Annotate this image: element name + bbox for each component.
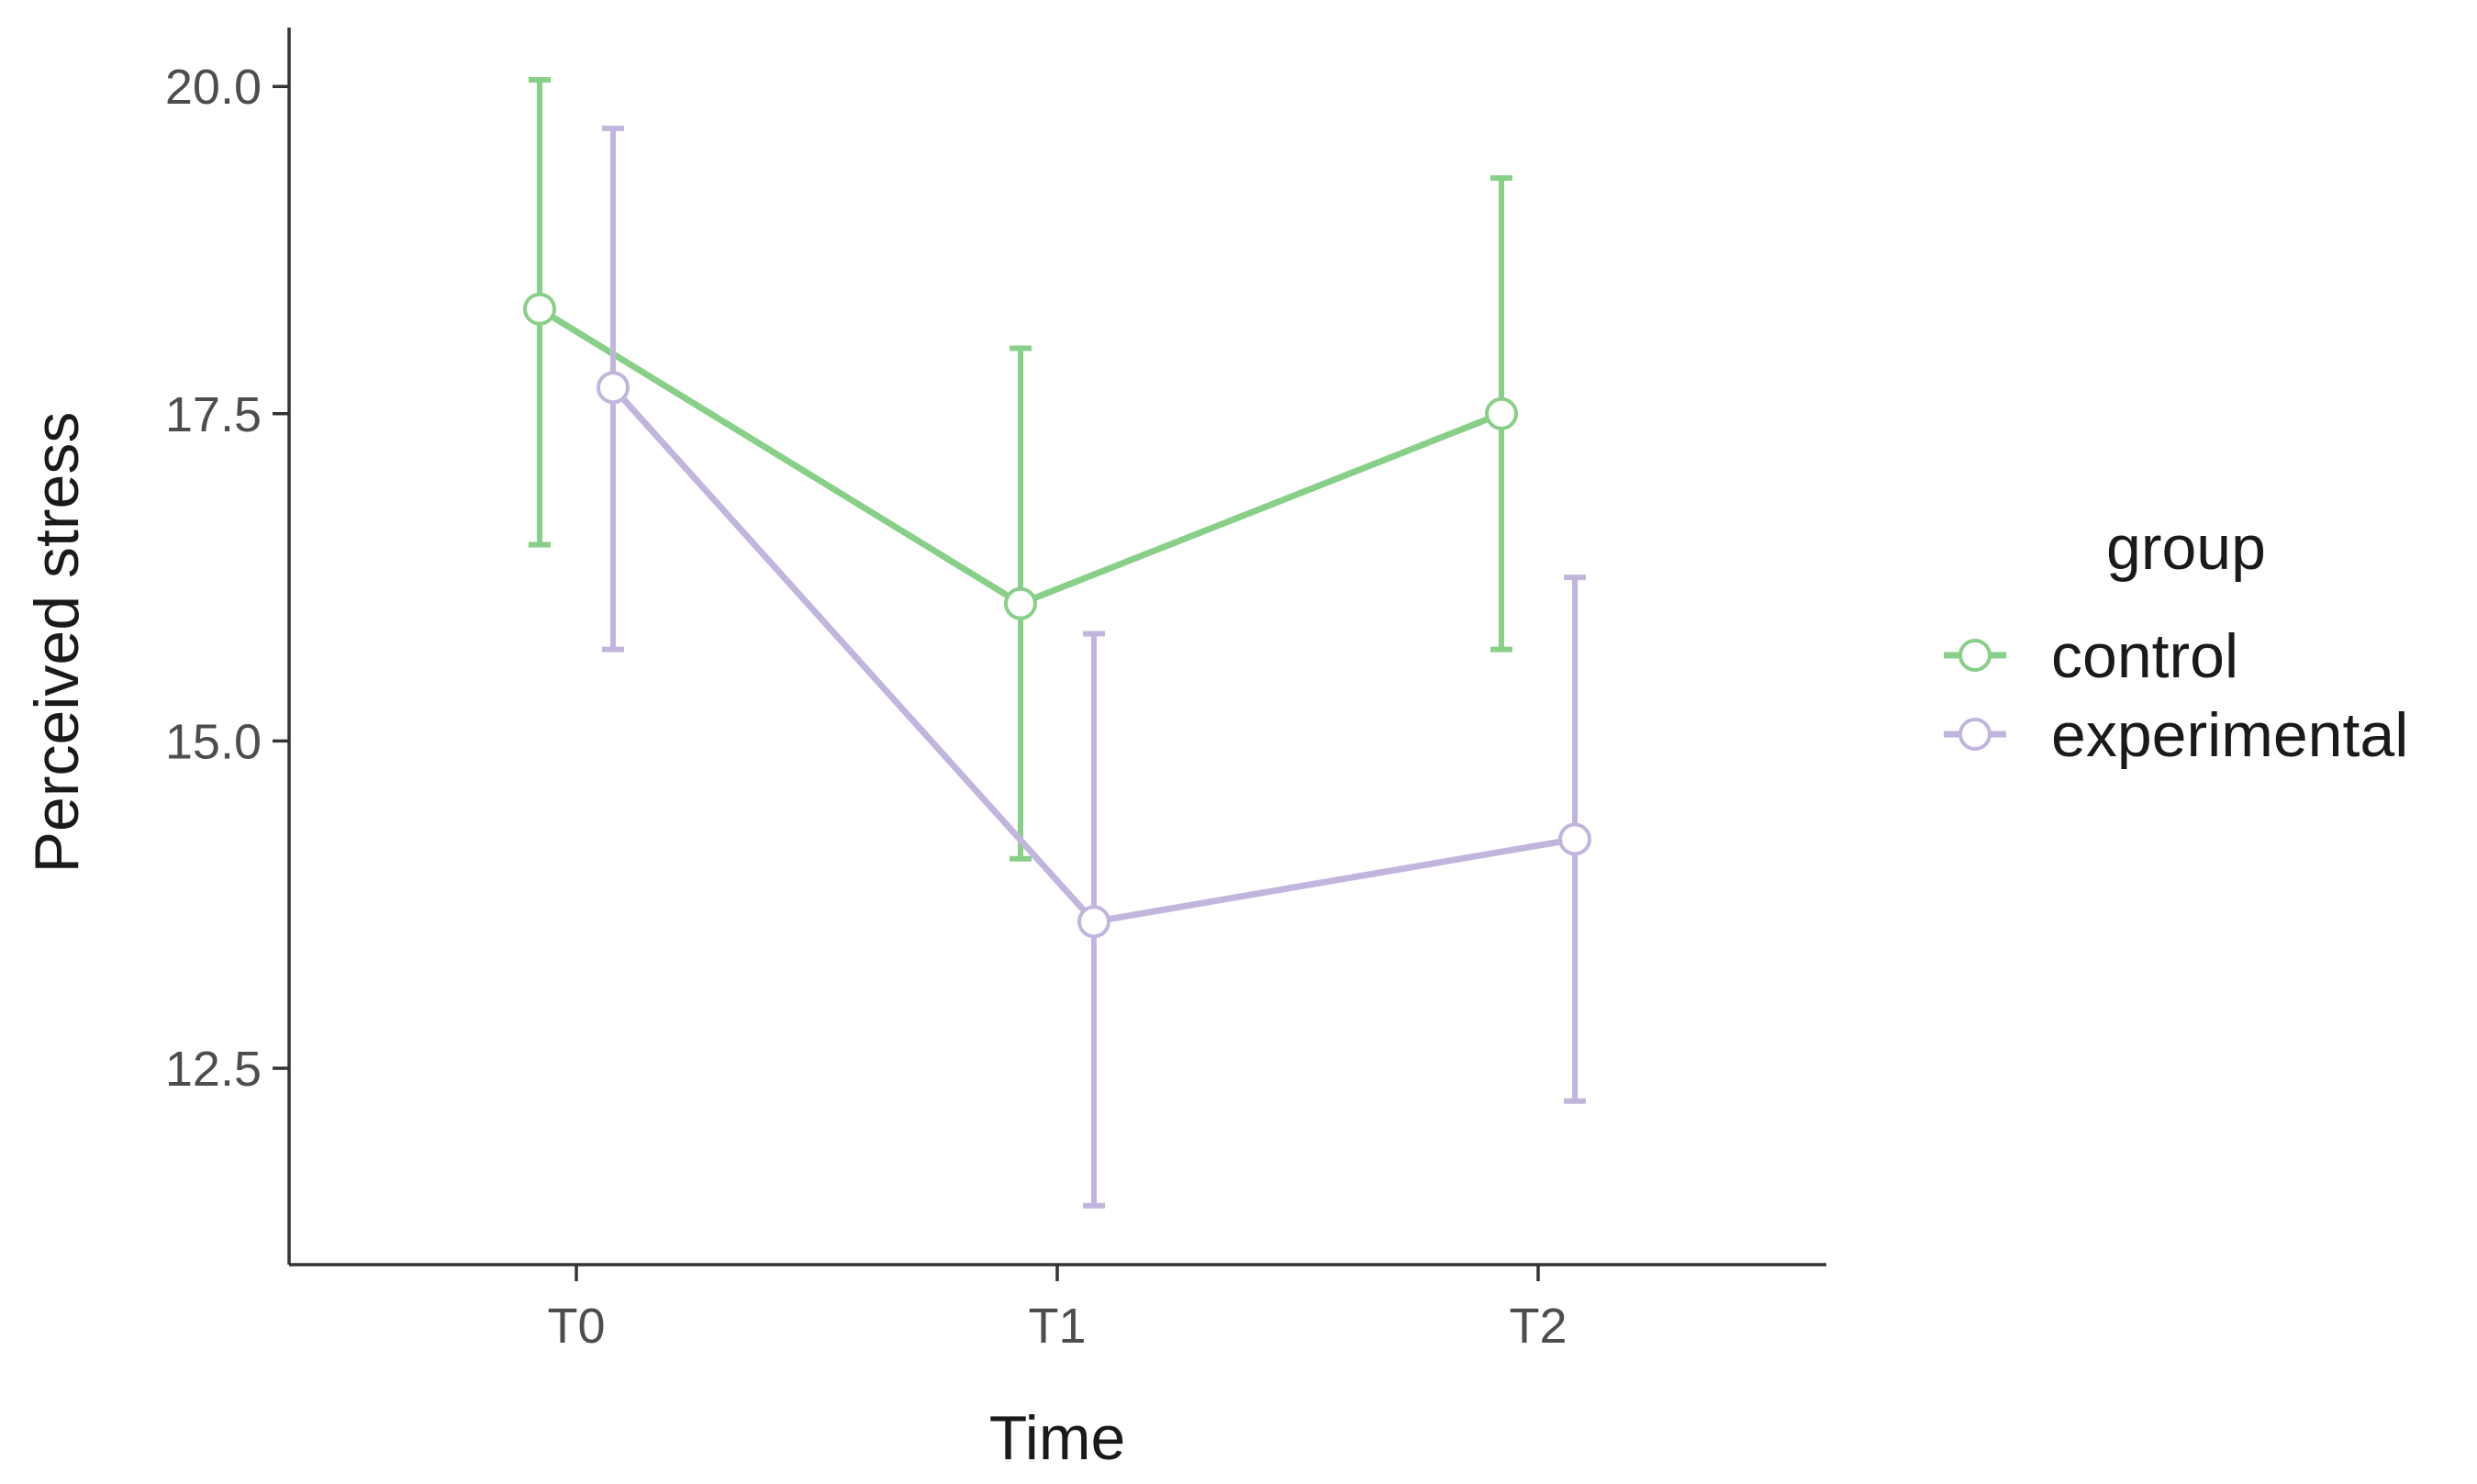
y-tick-label: 17.5 (165, 387, 262, 442)
legend-key-point (1958, 639, 1992, 672)
y-tick-label: 15.0 (165, 714, 262, 769)
x-tick-label: T2 (1509, 1299, 1567, 1354)
legend-title: group (2106, 513, 2266, 583)
x-tick-label: T1 (1028, 1299, 1086, 1354)
legend-label: experimental (2051, 700, 2408, 770)
y-axis-ticks: 12.5 15.0 17.5 20.0 (165, 60, 289, 1097)
y-tick-label: 20.0 (165, 60, 262, 115)
data-point (1077, 905, 1110, 939)
legend: group control experimental (1944, 513, 2408, 770)
legend-item-control: control (1944, 621, 2238, 691)
legend-label: control (2051, 621, 2238, 691)
legend-key-point (1958, 718, 1992, 751)
plot-area (523, 77, 1591, 1209)
series-control (523, 77, 1518, 862)
data-point (523, 292, 556, 326)
data-point (1004, 586, 1037, 620)
series-experimental (597, 125, 1591, 1209)
y-axis-title: Perceived stress (22, 412, 92, 874)
legend-items: control experimental (1944, 621, 2408, 770)
data-point (1558, 822, 1591, 856)
x-axis-title: Time (989, 1403, 1126, 1473)
data-point (1485, 396, 1518, 430)
x-tick-label: T0 (547, 1299, 605, 1354)
axes: T0 T1 T2 12.5 15.0 17.5 20.0 Time Perceived s… (22, 28, 1826, 1473)
data-point (597, 371, 630, 405)
legend-item-experimental: experimental (1944, 700, 2408, 770)
y-tick-label: 12.5 (165, 1042, 262, 1097)
x-axis-ticks: T0 T1 T2 (547, 1265, 1568, 1354)
